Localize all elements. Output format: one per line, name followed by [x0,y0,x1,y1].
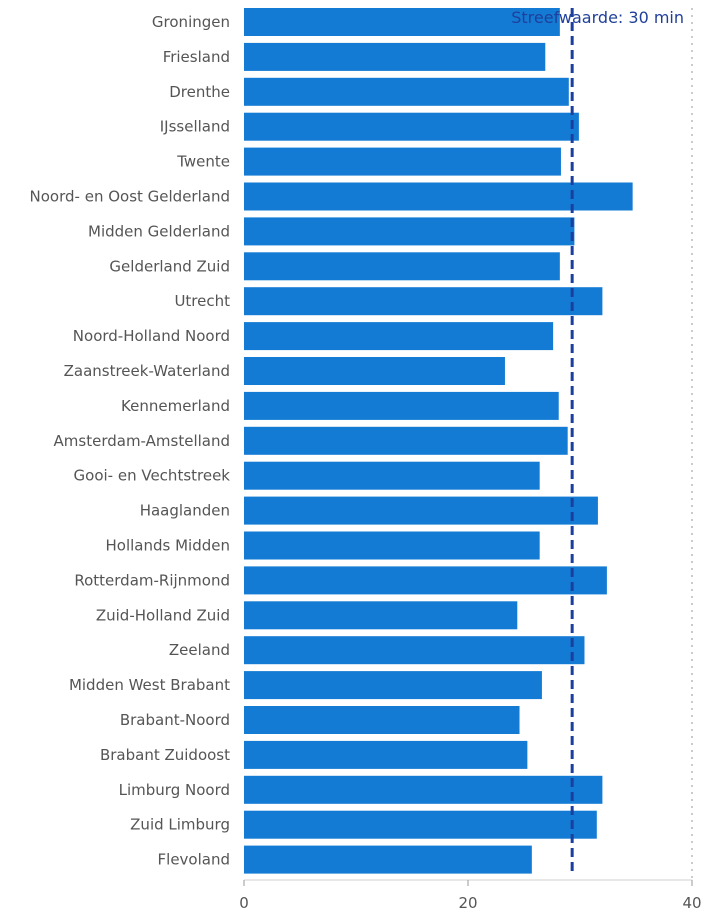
bar [244,810,597,839]
category-label: Kennemerland [121,397,230,415]
category-label: Utrecht [174,292,230,310]
bar [244,322,554,351]
category-label: Flevoland [158,851,230,869]
category-label: Rotterdam-Rijnmond [74,571,230,589]
category-label: Drenthe [169,83,230,101]
bar [244,775,603,804]
x-tick-label: 40 [682,894,701,912]
category-label: Zuid Limburg [130,816,230,834]
category-label: Midden Gelderland [88,222,230,240]
category-label: Noord- en Oost Gelderland [30,188,230,206]
bar [244,461,540,490]
bar [244,357,505,385]
bar [244,740,528,769]
bar [244,671,542,700]
bar [244,426,568,455]
category-label: Limburg Noord [119,781,230,799]
category-label: Amsterdam-Amstelland [54,432,230,450]
category-label: Hollands Midden [106,537,230,555]
category-label: Midden West Brabant [69,676,230,694]
category-label: Friesland [163,48,230,66]
bar [244,8,560,36]
category-label: Haaglanden [140,502,230,520]
category-label: Zuid-Holland Zuid [96,606,230,624]
category-label: Zaanstreek-Waterland [64,362,230,380]
bar [244,287,603,316]
category-label: Brabant-Noord [120,711,230,729]
bar [244,706,520,734]
category-label: Zeeland [169,641,230,659]
bar [244,531,540,560]
bar [244,845,532,874]
bar [244,636,585,665]
category-label: Gelderland Zuid [109,257,230,275]
bar [244,566,607,595]
bars-layer [244,8,633,874]
x-tick-label: 0 [239,894,249,912]
bar [244,147,561,176]
reference-line-group: Streefwaarde: 30 min [511,8,684,872]
x-axis: 0 20 40 [239,8,702,912]
bar [244,601,518,630]
bar [244,217,575,246]
bar [244,112,579,141]
category-labels: Groningen Friesland Drenthe IJsselland Twent… [30,13,231,869]
bar [244,182,633,211]
category-label: Gooi- en Vechtstreek [74,467,231,485]
category-label: Brabant Zuidoost [100,746,230,764]
category-label: Noord-Holland Noord [73,327,230,345]
category-label: Twente [176,153,230,171]
reference-line-label: Streefwaarde: 30 min [511,8,684,27]
category-label: IJsselland [160,118,230,136]
bar [244,77,569,106]
bar [244,391,559,420]
bar [244,496,598,525]
x-tick-label: 20 [458,894,477,912]
bar [244,252,560,281]
category-label: Groningen [152,13,230,31]
bar [244,42,546,71]
